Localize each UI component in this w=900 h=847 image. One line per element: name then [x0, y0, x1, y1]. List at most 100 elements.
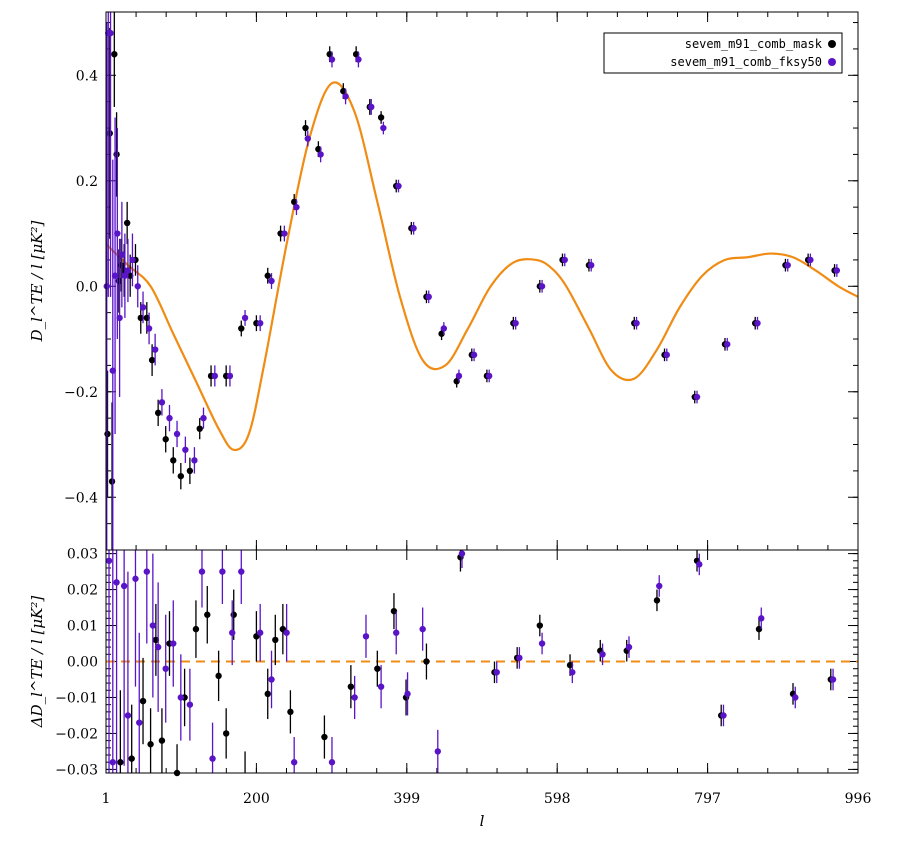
- top-y-tick-label: 0.2: [76, 174, 98, 190]
- top-point-fksy50: [342, 93, 349, 100]
- bottom-point-fksy50: [829, 676, 837, 683]
- bottom-point-fksy50: [458, 550, 466, 557]
- bottom-y-tick-label: 0.01: [67, 619, 98, 635]
- top-point-fksy50: [268, 277, 275, 285]
- top-point-mask: [196, 425, 203, 432]
- top-point-mask: [137, 314, 144, 322]
- top-panel: −0.4 −0.2 0.0 0.2 0.4 sevem_m91_comb_mask se…: [28, 11, 859, 551]
- top-point-fksy50: [355, 56, 362, 63]
- top-point-fksy50: [784, 261, 791, 269]
- bottom-point-fksy50: [124, 712, 132, 719]
- bottom-point-mask: [264, 690, 271, 698]
- top-y-tick-label: −0.4: [64, 490, 98, 506]
- top-point-mask: [111, 50, 118, 58]
- top-point-mask: [326, 50, 333, 58]
- bottom-point-mask: [128, 755, 135, 762]
- bottom-point-fksy50: [162, 665, 169, 672]
- top-point-mask: [302, 124, 309, 132]
- top-point-mask: [177, 472, 185, 480]
- top-point-mask: [106, 130, 113, 137]
- top-point-mask: [154, 409, 162, 417]
- bottom-point-mask: [653, 597, 661, 604]
- bottom-point-fksy50: [599, 651, 606, 658]
- x-tick-label: 996: [845, 791, 872, 807]
- top-point-mask: [162, 436, 169, 443]
- bottom-data-points: [105, 550, 837, 777]
- bottom-point-mask: [536, 622, 544, 629]
- top-data-points: [103, 12, 841, 550]
- bottom-point-fksy50: [229, 629, 236, 636]
- top-point-mask: [143, 314, 151, 322]
- top-point-fksy50: [293, 203, 300, 211]
- bottom-point-fksy50: [351, 694, 358, 701]
- top-point-fksy50: [833, 267, 841, 274]
- top-point-fksy50: [588, 261, 595, 269]
- bottom-point-mask: [222, 730, 230, 737]
- top-point-fksy50: [211, 372, 219, 380]
- top-point-fksy50: [395, 182, 402, 190]
- bottom-y-tick-label: 0.03: [67, 547, 98, 563]
- top-point-fksy50: [173, 430, 181, 438]
- top-point-fksy50: [103, 283, 110, 290]
- top-point-fksy50: [145, 325, 153, 332]
- bottom-y-tick-label: −0.02: [55, 726, 98, 742]
- top-point-mask: [352, 50, 360, 58]
- bottom-point-mask: [147, 741, 154, 748]
- bottom-point-mask: [117, 759, 124, 766]
- top-point-fksy50: [425, 293, 432, 301]
- model-curve: [105, 81, 859, 452]
- top-point-mask: [264, 272, 271, 279]
- bottom-point-mask: [390, 607, 398, 615]
- bottom-point-mask: [287, 708, 294, 716]
- top-point-fksy50: [226, 372, 234, 380]
- top-point-fksy50: [111, 272, 119, 279]
- top-plot-frame: [105, 11, 859, 551]
- bottom-point-mask: [139, 697, 147, 705]
- top-point-fksy50: [151, 346, 159, 353]
- bottom-point-fksy50: [538, 640, 546, 647]
- top-point-fksy50: [200, 414, 207, 422]
- bottom-y-axis-label: ΔD_l^TE / l [μK²]: [28, 596, 46, 729]
- top-point-mask: [377, 114, 385, 121]
- top-point-fksy50: [410, 225, 417, 232]
- top-point-fksy50: [538, 283, 546, 290]
- x-tick-label: 399: [393, 791, 420, 807]
- bottom-point-fksy50: [143, 568, 151, 575]
- bottom-point-fksy50: [177, 694, 185, 701]
- bottom-point-mask: [755, 625, 763, 633]
- bottom-y-tick-label: 0.02: [67, 583, 98, 599]
- top-point-fksy50: [693, 393, 701, 401]
- top-y-tick-label: 0.4: [76, 68, 98, 84]
- bottom-point-fksy50: [493, 669, 500, 676]
- bottom-point-fksy50: [209, 755, 216, 762]
- bottom-point-fksy50: [198, 568, 206, 575]
- top-point-fksy50: [754, 319, 761, 327]
- top-point-mask: [170, 457, 177, 464]
- top-point-fksy50: [485, 372, 493, 380]
- bottom-point-fksy50: [290, 759, 298, 766]
- bottom-point-fksy50: [283, 629, 290, 636]
- top-point-fksy50: [317, 151, 324, 158]
- top-y-tick-label: −0.2: [64, 385, 98, 401]
- bottom-y-tick-label: 0.00: [67, 655, 98, 671]
- top-point-fksy50: [121, 272, 129, 279]
- bottom-point-fksy50: [404, 690, 411, 698]
- bottom-panel: −0.03 −0.02 −0.01 0.00 0.01 0.02 0.03 1 200 399 59…: [28, 547, 871, 807]
- bottom-point-fksy50: [170, 640, 177, 647]
- top-point-fksy50: [134, 283, 141, 290]
- top-point-fksy50: [109, 367, 117, 374]
- top-point-fksy50: [724, 341, 731, 348]
- bottom-point-fksy50: [758, 615, 765, 622]
- bottom-point-mask: [272, 636, 279, 644]
- bottom-point-mask: [192, 625, 200, 633]
- top-point-fksy50: [368, 103, 375, 111]
- bottom-point-fksy50: [186, 701, 194, 708]
- top-point-mask: [290, 198, 298, 206]
- bottom-point-fksy50: [696, 561, 703, 568]
- top-point-mask: [113, 151, 120, 158]
- top-point-mask: [108, 478, 116, 485]
- top-point-fksy50: [116, 314, 123, 322]
- top-point-fksy50: [182, 446, 189, 453]
- bottom-point-mask: [566, 661, 574, 669]
